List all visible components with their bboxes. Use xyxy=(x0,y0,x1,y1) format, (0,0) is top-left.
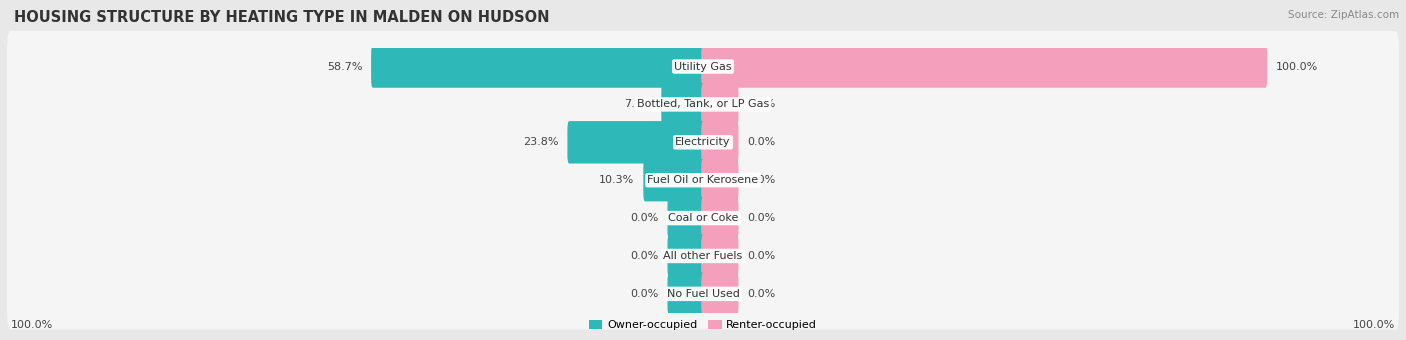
Text: 0.0%: 0.0% xyxy=(748,289,776,299)
FancyBboxPatch shape xyxy=(371,45,704,88)
Text: 100.0%: 100.0% xyxy=(1353,320,1395,330)
Text: No Fuel Used: No Fuel Used xyxy=(666,289,740,299)
Text: 0.0%: 0.0% xyxy=(748,137,776,147)
FancyBboxPatch shape xyxy=(668,197,704,239)
Text: 7.1%: 7.1% xyxy=(624,99,652,109)
FancyBboxPatch shape xyxy=(7,183,1399,254)
Legend: Owner-occupied, Renter-occupied: Owner-occupied, Renter-occupied xyxy=(585,315,821,335)
Text: 100.0%: 100.0% xyxy=(1277,62,1319,71)
FancyBboxPatch shape xyxy=(702,121,738,164)
Text: 23.8%: 23.8% xyxy=(523,137,558,147)
Text: 100.0%: 100.0% xyxy=(11,320,53,330)
FancyBboxPatch shape xyxy=(7,69,1399,140)
FancyBboxPatch shape xyxy=(568,121,704,164)
FancyBboxPatch shape xyxy=(702,273,738,315)
FancyBboxPatch shape xyxy=(7,220,1399,292)
FancyBboxPatch shape xyxy=(7,144,1399,216)
FancyBboxPatch shape xyxy=(702,197,738,239)
Text: 0.0%: 0.0% xyxy=(630,213,658,223)
FancyBboxPatch shape xyxy=(702,45,1267,88)
Text: Electricity: Electricity xyxy=(675,137,731,147)
FancyBboxPatch shape xyxy=(7,31,1399,102)
Text: 0.0%: 0.0% xyxy=(748,175,776,185)
Text: HOUSING STRUCTURE BY HEATING TYPE IN MALDEN ON HUDSON: HOUSING STRUCTURE BY HEATING TYPE IN MAL… xyxy=(14,10,550,25)
Text: 0.0%: 0.0% xyxy=(748,99,776,109)
Text: 0.0%: 0.0% xyxy=(748,213,776,223)
FancyBboxPatch shape xyxy=(644,159,704,201)
Text: 0.0%: 0.0% xyxy=(748,251,776,261)
Text: All other Fuels: All other Fuels xyxy=(664,251,742,261)
Text: Bottled, Tank, or LP Gas: Bottled, Tank, or LP Gas xyxy=(637,99,769,109)
Text: 58.7%: 58.7% xyxy=(326,62,363,71)
FancyBboxPatch shape xyxy=(7,107,1399,178)
FancyBboxPatch shape xyxy=(7,258,1399,329)
Text: 0.0%: 0.0% xyxy=(630,289,658,299)
FancyBboxPatch shape xyxy=(702,235,738,277)
Text: Fuel Oil or Kerosene: Fuel Oil or Kerosene xyxy=(647,175,759,185)
Text: Utility Gas: Utility Gas xyxy=(675,62,731,71)
Text: Source: ZipAtlas.com: Source: ZipAtlas.com xyxy=(1288,10,1399,20)
FancyBboxPatch shape xyxy=(661,83,704,126)
FancyBboxPatch shape xyxy=(702,83,738,126)
FancyBboxPatch shape xyxy=(668,235,704,277)
Text: 10.3%: 10.3% xyxy=(599,175,634,185)
Text: Coal or Coke: Coal or Coke xyxy=(668,213,738,223)
FancyBboxPatch shape xyxy=(668,273,704,315)
FancyBboxPatch shape xyxy=(702,159,738,201)
Text: 0.0%: 0.0% xyxy=(630,251,658,261)
